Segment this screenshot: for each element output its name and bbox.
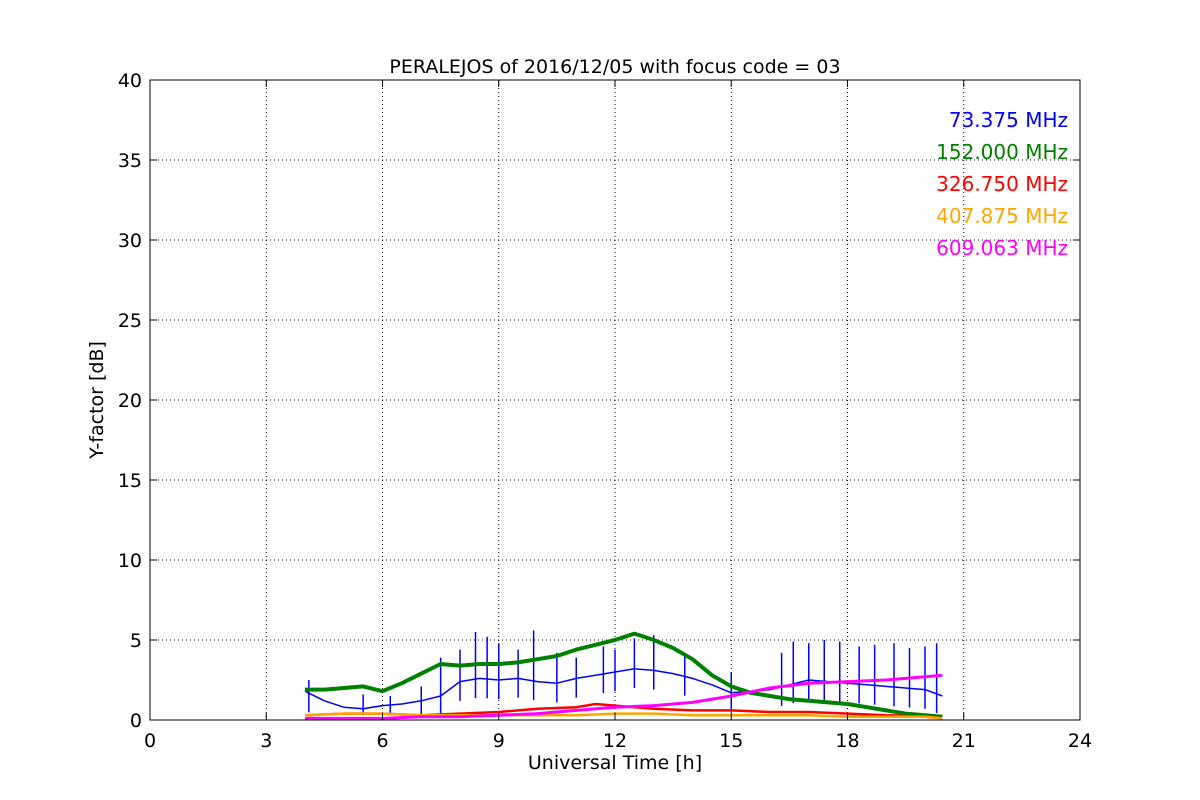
- legend-entry: 326.750 MHz: [936, 172, 1068, 196]
- series-line-3: [304, 712, 943, 720]
- chart-title: PERALEJOS of 2016/12/05 with focus code …: [389, 56, 840, 78]
- x-tick-label: 12: [603, 730, 627, 752]
- series-line-1: [305, 631, 943, 719]
- x-tick-label: 3: [260, 730, 272, 752]
- x-tick-label: 6: [376, 730, 388, 752]
- x-axis-label: Universal Time [h]: [528, 752, 702, 774]
- y-tick-label: 35: [118, 150, 142, 172]
- y-tick-label: 40: [118, 70, 142, 92]
- x-tick-label: 21: [952, 730, 976, 752]
- legend-entry: 152.000 MHz: [936, 140, 1068, 164]
- y-tick-label: 25: [118, 310, 142, 332]
- y-tick-label: 20: [118, 390, 142, 412]
- y-tick-label: 15: [118, 470, 142, 492]
- x-tick-label: 24: [1068, 730, 1092, 752]
- y-tick-label: 30: [118, 230, 142, 252]
- series-layer: [304, 630, 943, 720]
- y-axis-label: Y-factor [dB]: [86, 341, 108, 460]
- y-tick-label: 5: [130, 630, 142, 652]
- legend-entry: 73.375 MHz: [949, 108, 1068, 132]
- y-tick-label: 0: [130, 710, 142, 732]
- x-tick-label: 0: [144, 730, 156, 752]
- legend-entry: 407.875 MHz: [936, 204, 1068, 228]
- x-tick-label: 15: [719, 730, 743, 752]
- y-tick-label: 10: [118, 550, 142, 572]
- legend: 73.375 MHz 152.000 MHz 326.750 MHz 407.875 …: [936, 108, 1068, 260]
- series-line-4: [305, 673, 943, 720]
- ticks: 0 3 6 9 12 15 18 21 24 0 5 10 15 20 25 30 35 40: [118, 70, 1092, 752]
- x-tick-label: 18: [835, 730, 859, 752]
- legend-entry: 609.063 MHz: [936, 236, 1068, 260]
- x-tick-label: 9: [493, 730, 505, 752]
